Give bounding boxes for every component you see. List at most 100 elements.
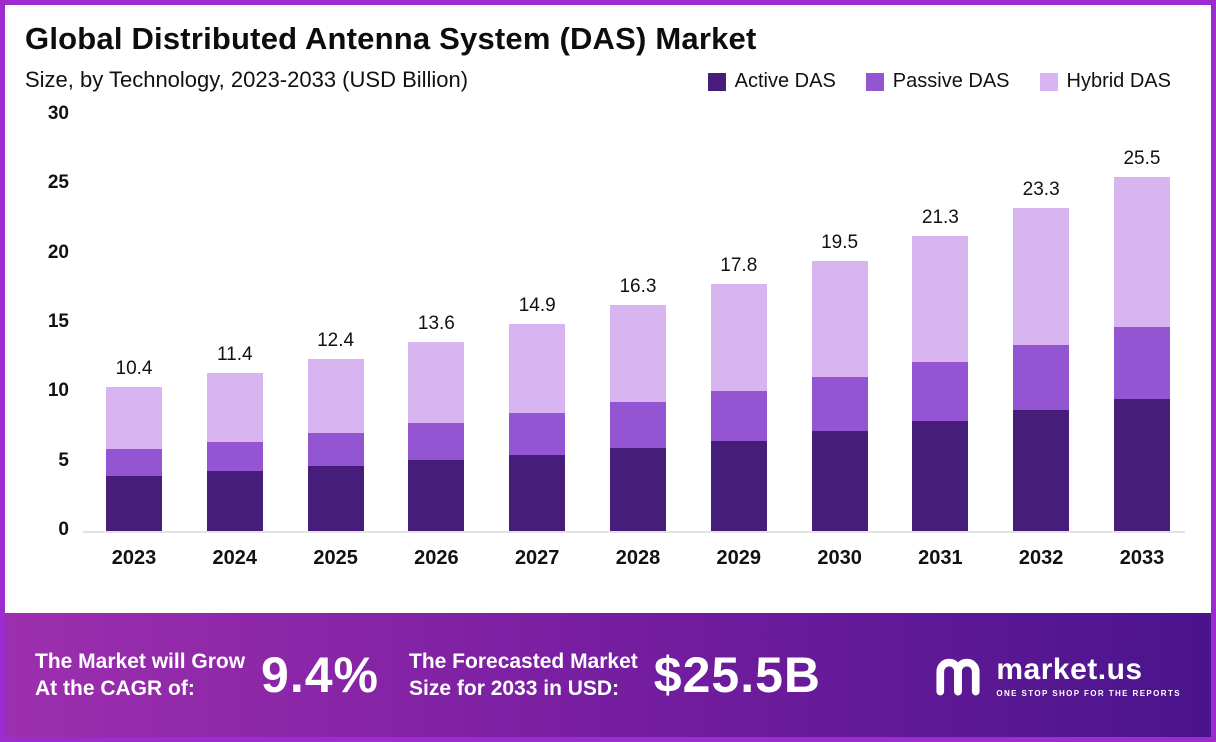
y-tick-label: 20 <box>47 241 69 263</box>
bar-segment-passive-das <box>206 442 263 472</box>
bar-zone: 17.8 <box>710 115 768 531</box>
bar-segment-passive-das <box>307 432 364 466</box>
bar-segment-passive-das <box>1013 345 1070 411</box>
x-tick-label: 2033 <box>1119 547 1165 569</box>
bar-group: 13.6 2026 <box>407 115 465 570</box>
forecast-value: $25.5B <box>653 647 821 703</box>
bar-segment-active-das <box>811 431 868 531</box>
cagr-label-line1: The Market will Grow <box>35 649 246 673</box>
bar-segment-passive-das <box>509 413 566 455</box>
bar-zone: 14.9 <box>508 115 566 531</box>
bar-total-label: 13.6 <box>417 313 455 335</box>
bar-group: 14.9 2027 <box>508 115 566 570</box>
stacked-bar <box>408 342 465 531</box>
y-tick-label: 30 <box>47 103 69 124</box>
legend-label: Active DAS <box>734 70 836 92</box>
x-tick-label: 2028 <box>615 547 661 569</box>
bar-zone: 12.4 <box>307 115 365 531</box>
bar-group: 21.3 2031 <box>911 115 969 570</box>
bar-zone: 10.4 <box>105 115 163 531</box>
bar-segment-active-das <box>1013 410 1070 531</box>
brand-block: market.us ONE STOP SHOP FOR THE REPORTS <box>932 649 1181 701</box>
y-tick-label: 5 <box>58 449 69 471</box>
bar-segment-hybrid-das <box>408 342 465 423</box>
x-tick-label: 2030 <box>817 547 862 569</box>
bar-zone: 11.4 <box>206 115 264 531</box>
x-tick-label: 2025 <box>313 547 358 569</box>
x-tick-label: 2027 <box>514 547 560 569</box>
footer-banner: The Market will Grow At the CAGR of: 9.4… <box>5 609 1211 737</box>
bar-segment-passive-das <box>609 402 666 448</box>
y-axis: 0 5 10 15 20 25 30 <box>25 103 83 540</box>
bar-segment-active-das <box>710 440 767 531</box>
y-tick-label: 0 <box>58 519 69 540</box>
plot-area: 10.4 2023 11.4 2024 12.4 2025 13.6 2026 14.9 2027… <box>83 115 1185 570</box>
bar-segment-passive-das <box>106 449 162 476</box>
stacked-bar <box>710 284 767 531</box>
legend-label: Passive DAS <box>892 70 1010 92</box>
x-tick-label: 2023 <box>111 547 157 569</box>
bar-total-label: 14.9 <box>518 295 556 317</box>
y-tick-label: 10 <box>47 380 69 402</box>
legend-swatch <box>1039 72 1058 91</box>
bar-zone: 25.5 <box>1113 115 1171 531</box>
bar-zone: 13.6 <box>407 115 465 531</box>
plot-wrap: 0 5 10 15 20 25 30 10.4 2023 11.4 2024 12.4 2025 13.… <box>25 103 1185 570</box>
bar-total-label: 23.3 <box>1022 178 1060 200</box>
bar-chart: 10.4 2023 11.4 2024 12.4 2025 13.6 2026 14.9 2027… <box>83 115 1185 570</box>
bar-segment-hybrid-das <box>206 372 263 443</box>
bar-group: 25.5 2033 <box>1113 115 1171 570</box>
cagr-value: 9.4% <box>261 647 380 703</box>
bar-group: 16.3 2028 <box>609 115 667 570</box>
bar-group: 19.5 2030 <box>811 115 869 570</box>
brand-text: market.us ONE STOP SHOP FOR THE REPORTS <box>996 653 1181 698</box>
bar-segment-hybrid-das <box>1013 207 1070 346</box>
stacked-bar <box>912 235 969 531</box>
cagr-label-line2: At the CAGR of: <box>35 677 195 700</box>
bar-segment-active-das <box>509 454 566 531</box>
brand-name: market.us <box>996 652 1143 686</box>
bar-segment-passive-das <box>408 422 465 461</box>
x-tick-label: 2032 <box>1018 547 1064 569</box>
bar-segment-active-das <box>206 471 263 531</box>
legend-item: Active DAS <box>707 70 836 93</box>
bar-segment-passive-das <box>912 361 969 422</box>
bar-segment-hybrid-das <box>1113 177 1170 328</box>
bar-group: 11.4 2024 <box>206 115 264 570</box>
bar-zone: 19.5 <box>811 115 869 531</box>
bar-segment-hybrid-das <box>609 305 666 403</box>
bar-group: 10.4 2023 <box>105 115 163 570</box>
stacked-bar <box>1113 177 1170 531</box>
bar-segment-hybrid-das <box>509 324 566 414</box>
bar-segment-passive-das <box>811 377 868 432</box>
bar-total-label: 21.3 <box>921 206 959 228</box>
stacked-bar <box>1013 207 1070 531</box>
market-us-logo-icon <box>936 658 980 696</box>
bar-zone: 21.3 <box>911 115 969 531</box>
bar-segment-hybrid-das <box>307 359 364 433</box>
legend: Active DAS Passive DAS Hybrid DAS <box>707 70 1171 93</box>
bar-total-label: 17.8 <box>720 255 758 277</box>
bar-total-label: 10.4 <box>115 357 153 379</box>
bar-segment-active-das <box>307 465 364 531</box>
bar-segment-hybrid-das <box>106 386 162 450</box>
chart-subtitle: Size, by Technology, 2023-2033 (USD Bill… <box>25 67 469 92</box>
forecast-label-line2: Size for 2033 in USD: <box>409 677 620 700</box>
bar-group: 23.3 2032 <box>1012 115 1070 570</box>
bar-segment-hybrid-das <box>710 284 767 391</box>
stacked-bar <box>206 372 263 531</box>
forecast-label: The Forecasted Market Size for 2033 in U… <box>409 648 638 703</box>
bar-total-label: 19.5 <box>821 231 859 253</box>
bar-segment-passive-das <box>710 390 767 441</box>
bar-zone: 23.3 <box>1012 115 1070 531</box>
bar-total-label: 12.4 <box>317 330 355 352</box>
x-tick-label: 2026 <box>414 547 459 569</box>
stacked-bar <box>307 359 364 531</box>
page-title: Global Distributed Antenna System (DAS) … <box>25 21 757 56</box>
bar-segment-passive-das <box>1113 327 1170 400</box>
x-tick-label: 2029 <box>716 547 762 569</box>
bar-segment-hybrid-das <box>811 260 868 378</box>
legend-swatch <box>707 72 726 91</box>
bar-group: 12.4 2025 <box>307 115 365 570</box>
legend-swatch <box>865 72 884 91</box>
